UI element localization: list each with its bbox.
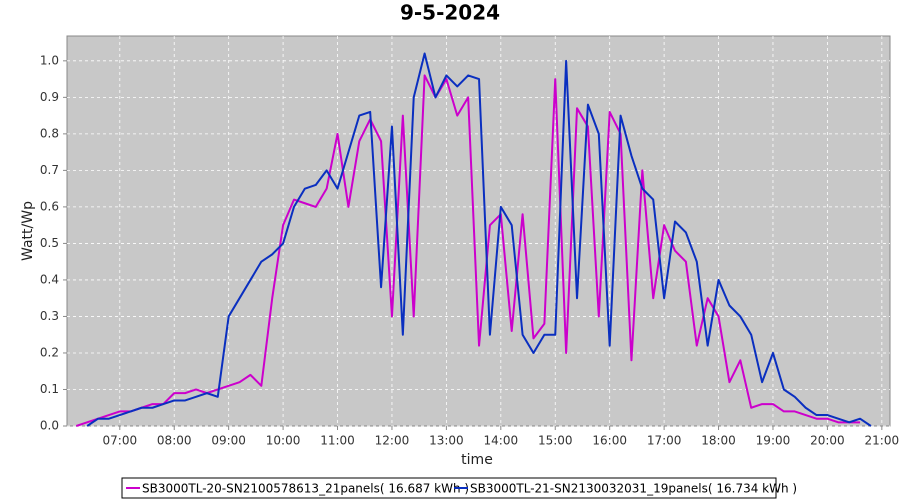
x-tick-label: 16:00 [592,434,627,448]
chart-title: 9-5-2024 [400,1,500,25]
y-tick-label: 0.3 [40,309,59,323]
y-tick-label: 0.0 [40,419,59,433]
plot-area [66,35,891,427]
series-line [86,52,872,427]
x-tick-label: 11:00 [320,434,355,448]
legend-text: SB3000TL-21-SN2130032031_19panels( 16.73… [470,482,797,496]
x-tick-label: 19:00 [756,434,791,448]
x-tick-label: 07:00 [103,434,138,448]
y-tick-label: 0.1 [40,382,59,396]
x-tick-label: 15:00 [538,434,573,448]
x-tick-label: 10:00 [266,434,301,448]
x-tick-label: 14:00 [484,434,519,448]
y-tick-label: 0.5 [40,236,59,250]
y-tick-label: 0.2 [40,345,59,359]
y-tick-label: 1.0 [40,53,59,67]
x-tick-label: 18:00 [701,434,736,448]
x-tick-label: 09:00 [211,434,246,448]
y-tick-label: 0.4 [40,272,59,286]
x-tick-label: 21:00 [865,434,900,448]
y-tick-label: 0.6 [40,199,59,213]
y-tick-label: 0.8 [40,126,59,140]
y-axis-title: Watt/Wp [20,201,36,261]
legend [121,477,777,499]
legend-text: SB3000TL-20-SN2100578613_21panels( 16.68… [142,482,469,496]
y-tick-label: 0.9 [40,90,59,104]
x-axis-title: time [461,452,493,468]
x-tick-label: 13:00 [429,434,464,448]
y-tick-label: 0.7 [40,163,59,177]
x-tick-label: 20:00 [810,434,845,448]
x-tick-label: 17:00 [647,434,682,448]
x-tick-label: 12:00 [375,434,410,448]
x-tick-label: 08:00 [157,434,192,448]
